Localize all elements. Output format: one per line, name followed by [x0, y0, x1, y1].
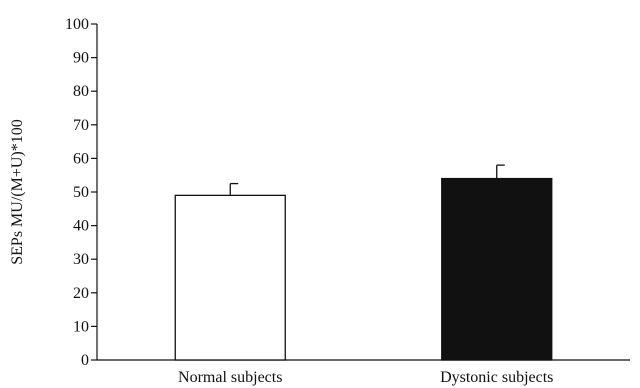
y-tick-label: 0 [81, 352, 89, 369]
y-tick-label: 50 [73, 184, 89, 201]
x-category-label: Dystonic subjects [440, 369, 553, 386]
y-tick-label: 90 [73, 50, 89, 67]
y-axis-title: SEPs MU/(M+U)*100 [9, 119, 26, 264]
y-tick-label: 70 [73, 117, 89, 134]
y-tick-label: 10 [73, 318, 89, 335]
y-tick-label: 40 [73, 218, 89, 235]
x-axis: Normal subjects Dystonic subjects [97, 359, 630, 386]
y-tick-label: 80 [73, 83, 89, 100]
bar-dystonic-subjects [441, 177, 553, 361]
y-tick-label: 60 [73, 150, 89, 167]
y-axis: 0 10 20 30 40 50 60 70 80 90 100 [65, 16, 98, 369]
bars [174, 164, 553, 361]
y-tick-label: 20 [73, 285, 89, 302]
y-tick-label: 30 [73, 251, 89, 268]
bar-normal-subjects [174, 194, 286, 361]
x-category-label: Normal subjects [178, 369, 282, 386]
y-tick-label: 100 [65, 16, 89, 33]
